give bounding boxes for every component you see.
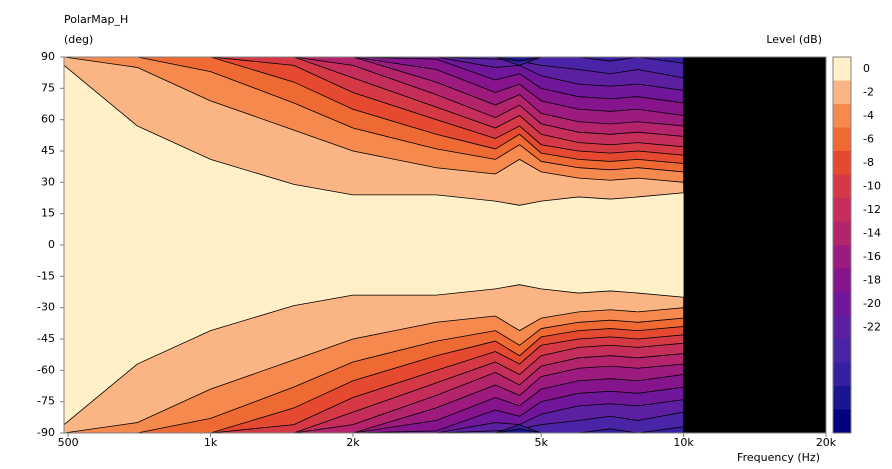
colorbar-tick-label: -20 [863, 297, 881, 310]
colorbar-band [833, 127, 851, 151]
no-data-region [683, 57, 826, 433]
y-tick-label: 30 [41, 175, 55, 188]
colorbar-tick-label: -2 [863, 85, 874, 98]
colorbar-frame [832, 56, 852, 434]
colorbar-tick-label: 0 [863, 62, 870, 75]
colorbar-tick-label: -24 [863, 344, 881, 357]
colorbar-band [833, 80, 851, 104]
colorbar-tick-label: -4 [863, 109, 874, 122]
x-axis-label: Frequency (Hz) [737, 451, 820, 464]
colorbar-band [833, 198, 851, 222]
y-unit: (deg) [64, 33, 93, 46]
x-tick-label: 1k [204, 436, 218, 449]
x-tick-label: 10k [673, 436, 694, 449]
colorbar-band [833, 221, 851, 245]
y-tick-label: -30 [37, 301, 55, 314]
y-tick-label: 15 [41, 207, 55, 220]
colorbar-tick-label: -16 [863, 250, 881, 263]
colorbar-band [833, 339, 851, 363]
y-tick-label: -60 [37, 363, 55, 376]
colorbar-band [833, 292, 851, 316]
colorbar-tick-label: -28 [863, 391, 881, 404]
x-tick-label: 500 [58, 436, 79, 449]
y-tick-label: -75 [37, 395, 55, 408]
y-tick-label: 0 [48, 238, 55, 251]
colorbar-tick-label: -30 [863, 414, 881, 427]
chart-title: PolarMap_H [64, 13, 128, 26]
y-tick-label: -15 [37, 269, 55, 282]
colorbar-tick-label: -10 [863, 179, 881, 192]
colorbar-band [833, 174, 851, 198]
colorbar-tick-label: -22 [863, 320, 881, 333]
x-tick-label: 20k [816, 436, 837, 449]
colorbar-band [833, 362, 851, 386]
colorbar-band [833, 245, 851, 269]
colorbar-band [833, 386, 851, 410]
colorbar-tick-label: -6 [863, 132, 874, 145]
colorbar-tick-label: -12 [863, 203, 881, 216]
colorbar-band [833, 268, 851, 292]
colorbar-band [833, 104, 851, 128]
y-tick-label: 75 [41, 81, 55, 94]
colorbar-tick-label: -26 [863, 367, 881, 380]
y-tick-label: 90 [41, 50, 55, 63]
colorbar-label: Level (dB) [766, 33, 822, 46]
y-tick-label: -90 [37, 426, 55, 439]
y-tick-label: -45 [37, 332, 55, 345]
x-tick-label: 5k [535, 436, 549, 449]
colorbar-tick-label: -14 [863, 226, 881, 239]
colorbar-band [833, 57, 851, 81]
y-tick-label: 60 [41, 113, 55, 126]
y-tick-label: 45 [41, 144, 55, 157]
colorbar-band [833, 315, 851, 339]
colorbar-tick-label: -18 [863, 273, 881, 286]
colorbar-tick-label: -8 [863, 156, 874, 169]
x-tick-label: 2k [346, 436, 360, 449]
colorbar-band [833, 151, 851, 175]
colorbar-band [833, 409, 851, 433]
